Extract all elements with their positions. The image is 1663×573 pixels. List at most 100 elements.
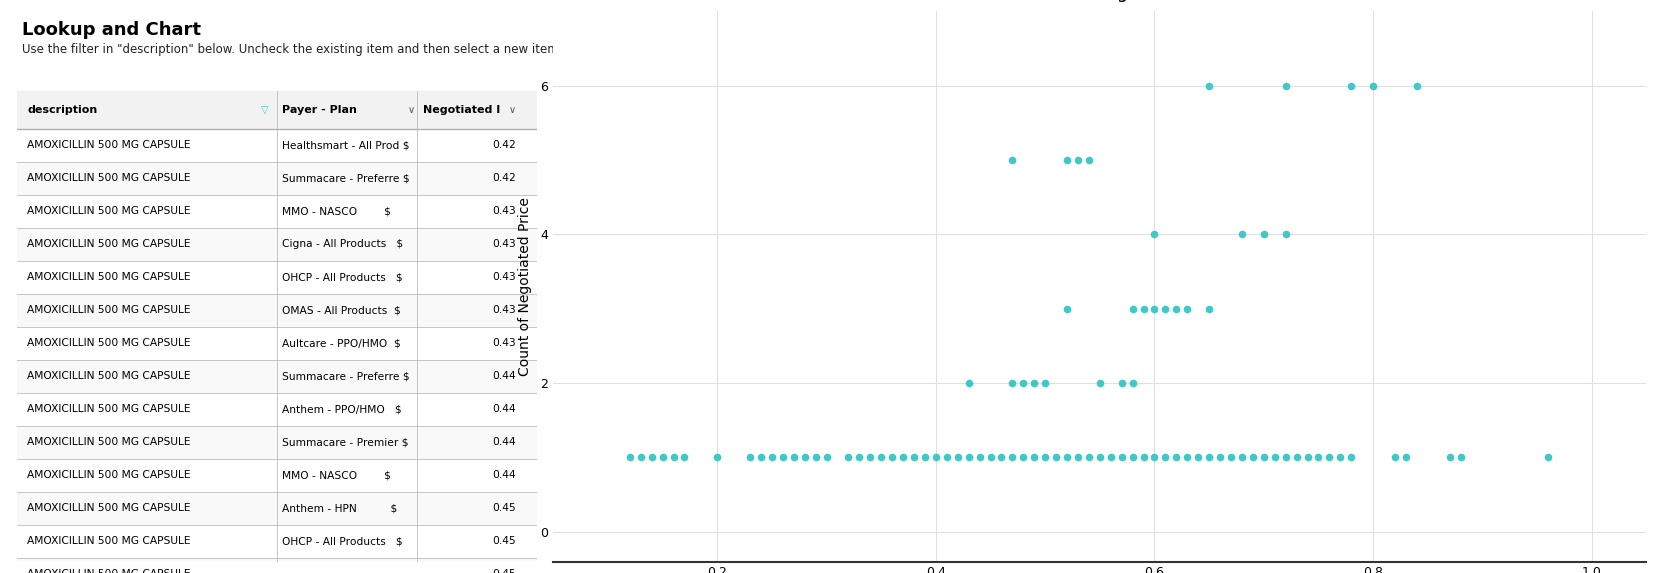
Point	[1076, 155, 1103, 164]
Bar	[17, 360, 537, 393]
Point	[1196, 453, 1222, 462]
Text: Anthem - HPN          $: Anthem - HPN $	[283, 503, 397, 513]
Text: AMOXICILLIN 500 MG CAPSULE: AMOXICILLIN 500 MG CAPSULE	[27, 437, 191, 447]
Text: 0.43: 0.43	[492, 272, 516, 282]
Point	[1251, 453, 1277, 462]
Point	[890, 453, 916, 462]
Point	[1141, 453, 1167, 462]
Text: 0.45: 0.45	[492, 536, 516, 546]
Point	[1229, 230, 1256, 239]
Bar	[17, 261, 537, 293]
Point	[1131, 453, 1157, 462]
Point	[1207, 453, 1234, 462]
Text: 0.44: 0.44	[492, 437, 516, 447]
Point	[1284, 453, 1310, 462]
Text: AMOXICILLIN 500 MG CAPSULE: AMOXICILLIN 500 MG CAPSULE	[27, 239, 191, 249]
Text: 0.45: 0.45	[492, 503, 516, 513]
Bar	[17, 525, 537, 558]
Point	[901, 453, 928, 462]
Bar	[17, 426, 537, 458]
Point	[923, 453, 950, 462]
Point	[1054, 155, 1081, 164]
Text: 0.42: 0.42	[492, 140, 516, 150]
Point	[999, 155, 1026, 164]
FancyBboxPatch shape	[17, 91, 537, 573]
Text: 0.44: 0.44	[492, 404, 516, 414]
Point	[1251, 230, 1277, 239]
Text: Aultcare - PPO/HMO  $: Aultcare - PPO/HMO $	[283, 338, 401, 348]
Y-axis label: Count of Negotiated Price: Count of Negotiated Price	[519, 197, 532, 376]
Point	[1119, 304, 1146, 313]
Point	[846, 453, 873, 462]
Point	[1009, 379, 1036, 388]
Point	[748, 453, 775, 462]
Point	[1229, 453, 1256, 462]
Text: Use the filter in "description" below. Uncheck the existing item and then select: Use the filter in "description" below. U…	[22, 44, 700, 56]
Point	[1152, 453, 1179, 462]
Point	[660, 453, 687, 462]
Point	[978, 453, 1004, 462]
Point	[933, 453, 960, 462]
Text: ∨: ∨	[407, 105, 414, 115]
Text: AMOXICILLIN 500 MG CAPSULE: AMOXICILLIN 500 MG CAPSULE	[27, 173, 191, 183]
Point	[1131, 304, 1157, 313]
Text: AMOXICILLIN 500 MG CAPSULE: AMOXICILLIN 500 MG CAPSULE	[27, 503, 191, 513]
Text: ∨: ∨	[509, 105, 516, 115]
Point	[945, 453, 971, 462]
Point	[1327, 453, 1354, 462]
Point	[1294, 453, 1320, 462]
Point	[1196, 304, 1222, 313]
Point	[1360, 81, 1387, 91]
Point	[1392, 453, 1419, 462]
Point	[1152, 304, 1179, 313]
Point	[856, 453, 883, 462]
Text: AMOXICILLIN 500 MG CAPSULE: AMOXICILLIN 500 MG CAPSULE	[27, 569, 191, 573]
Point	[780, 453, 807, 462]
Text: Lookup and Chart: Lookup and Chart	[22, 21, 201, 40]
Text: AMOXICILLIN 500 MG CAPSULE: AMOXICILLIN 500 MG CAPSULE	[27, 272, 191, 282]
Point	[1535, 453, 1562, 462]
Point	[1141, 230, 1167, 239]
Point	[999, 379, 1026, 388]
Text: 0.44: 0.44	[492, 470, 516, 480]
Bar	[17, 492, 537, 525]
Text: 0.44: 0.44	[492, 371, 516, 381]
Point	[617, 453, 644, 462]
Bar	[17, 458, 537, 492]
Text: Cigna - All Products   $: Cigna - All Products $	[283, 239, 402, 249]
Text: AMOXICILLIN 500 MG CAPSULE: AMOXICILLIN 500 MG CAPSULE	[27, 140, 191, 150]
Point	[1021, 379, 1048, 388]
Text: ▽: ▽	[261, 105, 269, 115]
Point	[966, 453, 993, 462]
Point	[955, 453, 981, 462]
Point	[1009, 453, 1036, 462]
Point	[1305, 453, 1332, 462]
Text: AMOXICILLIN 500 MG CAPSULE: AMOXICILLIN 500 MG CAPSULE	[27, 305, 191, 315]
Point	[1064, 453, 1091, 462]
Point	[1054, 453, 1081, 462]
Point	[1217, 453, 1244, 462]
Point	[703, 453, 730, 462]
Point	[758, 453, 785, 462]
Text: AMOXICILLIN 500 MG CAPSULE: AMOXICILLIN 500 MG CAPSULE	[27, 536, 191, 546]
Point	[1339, 453, 1365, 462]
Bar	[17, 327, 537, 360]
Bar	[17, 227, 537, 261]
Text: AMOXICILLIN 500 MG CAPSULE: AMOXICILLIN 500 MG CAPSULE	[27, 404, 191, 414]
Text: Summacare - Preferre $: Summacare - Preferre $	[283, 173, 409, 183]
Text: AMOXICILLIN 500 MG CAPSULE: AMOXICILLIN 500 MG CAPSULE	[27, 338, 191, 348]
Text: 0.45: 0.45	[492, 569, 516, 573]
Title: Distribution of Negotiated Price: Distribution of Negotiated Price	[958, 0, 1242, 2]
Text: Negotiated I: Negotiated I	[422, 105, 501, 115]
Bar	[17, 293, 537, 327]
Point	[1315, 453, 1342, 462]
Point	[1162, 453, 1189, 462]
Point	[1262, 453, 1289, 462]
Text: MMO - NASCO        $: MMO - NASCO $	[283, 206, 391, 216]
Text: OHCP - All Products   $: OHCP - All Products $	[283, 272, 402, 282]
Text: OMAS - All Products  $: OMAS - All Products $	[283, 305, 401, 315]
Point	[1437, 453, 1463, 462]
Point	[639, 453, 665, 462]
Point	[1043, 453, 1069, 462]
Text: Anthem - PPO/HMO   $: Anthem - PPO/HMO $	[283, 404, 402, 414]
